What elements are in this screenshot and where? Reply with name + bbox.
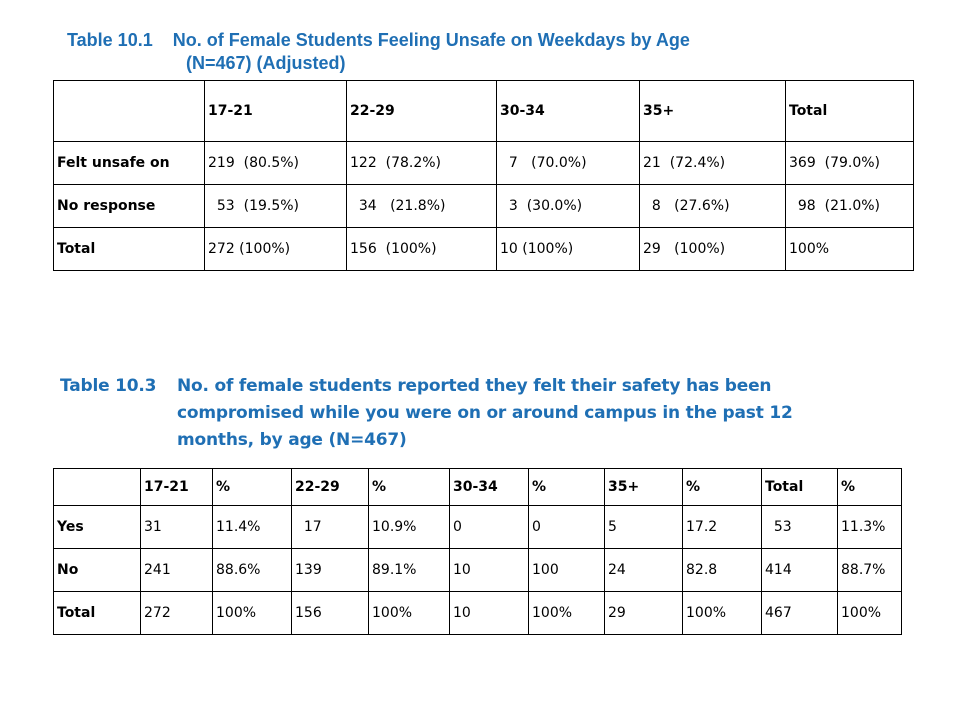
table3-header-row: 17-21 % 22-29 % 30-34 % 35+ % Total % <box>53 468 902 506</box>
table1-header-cell: 35+ <box>639 80 786 142</box>
table3-title-line1: No. of female students reported they fel… <box>177 376 772 396</box>
table1-header-cell: 17-21 <box>204 80 347 142</box>
table3-cell: 414 <box>761 548 838 592</box>
table3-cell: 100% <box>368 591 450 635</box>
table3-title-label: Table 10.3 <box>60 376 157 396</box>
table1-title-line2: (N=467) (Adjusted) <box>186 53 346 73</box>
table1-cell: 34 (21.8%) <box>346 184 497 228</box>
table1-title-line1: Table 10.1 No. of Female Students Feelin… <box>67 30 690 50</box>
table3-cell: 5 <box>604 505 683 549</box>
table3-cell: 88.7% <box>837 548 902 592</box>
table3-title: Table 10.3 No. of female students reporte… <box>60 373 793 454</box>
table3-cell: 88.6% <box>212 548 292 592</box>
table1-row-label: No response <box>53 184 205 228</box>
table3: 17-21 % 22-29 % 30-34 % 35+ % Total % Ye… <box>53 468 902 635</box>
table3-header-cell: % <box>368 468 450 506</box>
table3-cell: 24 <box>604 548 683 592</box>
table-row: Yes 31 11.4% 17 10.9% 0 0 5 17.2 53 11.3… <box>53 505 902 549</box>
table3-cell: 100% <box>682 591 762 635</box>
table1-cell: 122 (78.2%) <box>346 141 497 185</box>
table3-cell: 272 <box>140 591 213 635</box>
table3-row-label: Total <box>53 591 141 635</box>
table1-cell: 29 (100%) <box>639 227 786 271</box>
table3-header-cell: 17-21 <box>140 468 213 506</box>
table3-cell: 29 <box>604 591 683 635</box>
table3-cell: 100% <box>528 591 605 635</box>
table3-cell: 17 <box>291 505 369 549</box>
table3-cell: 139 <box>291 548 369 592</box>
table3-cell: 0 <box>449 505 529 549</box>
table-row: Total 272 (100%) 156 (100%) 10 (100%) 29… <box>53 227 914 271</box>
table3-header-cell: % <box>682 468 762 506</box>
table1-cell: 100% <box>785 227 914 271</box>
table1-cell: 10 (100%) <box>496 227 640 271</box>
table-row: No 241 88.6% 139 89.1% 10 100 24 82.8 41… <box>53 548 902 592</box>
table3-row-label: Yes <box>53 505 141 549</box>
table3-cell: 11.3% <box>837 505 902 549</box>
table1-row-label: Total <box>53 227 205 271</box>
table1-cell: 156 (100%) <box>346 227 497 271</box>
table3-cell: 11.4% <box>212 505 292 549</box>
table1-cell: 8 (27.6%) <box>639 184 786 228</box>
table-row: Total 272 100% 156 100% 10 100% 29 100% … <box>53 591 902 635</box>
table3-cell: 10.9% <box>368 505 450 549</box>
table3-cell: 100% <box>837 591 902 635</box>
table1-cell: 272 (100%) <box>204 227 347 271</box>
table3-cell: 17.2 <box>682 505 762 549</box>
table3-header-cell: Total <box>761 468 838 506</box>
table3-cell: 10 <box>449 591 529 635</box>
table3-header-cell: 22-29 <box>291 468 369 506</box>
table1-header-cell: Total <box>785 80 914 142</box>
table1-header-cell: 30-34 <box>496 80 640 142</box>
table1-header-cell <box>53 80 205 142</box>
table1-title: Table 10.1 No. of Female Students Feelin… <box>67 29 690 75</box>
table3-cell: 156 <box>291 591 369 635</box>
table3-row-label: No <box>53 548 141 592</box>
table1-header-row: 17-21 22-29 30-34 35+ Total <box>53 80 914 142</box>
table1-row-label: Felt unsafe on <box>53 141 205 185</box>
table1-cell: 3 (30.0%) <box>496 184 640 228</box>
table3-header-cell: % <box>212 468 292 506</box>
table1-cell: 369 (79.0%) <box>785 141 914 185</box>
table3-title-line3: months, by age (N=467) <box>177 430 407 450</box>
table1-cell: 7 (70.0%) <box>496 141 640 185</box>
table-row: Felt unsafe on 219 (80.5%) 122 (78.2%) 7… <box>53 141 914 185</box>
table3-cell: 31 <box>140 505 213 549</box>
table3-cell: 89.1% <box>368 548 450 592</box>
table3-cell: 100 <box>528 548 605 592</box>
table1: 17-21 22-29 30-34 35+ Total Felt unsafe … <box>53 80 914 271</box>
table3-cell: 53 <box>761 505 838 549</box>
table3-cell: 10 <box>449 548 529 592</box>
table3-header-cell: 30-34 <box>449 468 529 506</box>
table3-header-cell: % <box>837 468 902 506</box>
table1-cell: 98 (21.0%) <box>785 184 914 228</box>
table3-cell: 0 <box>528 505 605 549</box>
table3-title-line2: compromised while you were on or around … <box>177 403 793 423</box>
table-row: No response 53 (19.5%) 34 (21.8%) 3 (30.… <box>53 184 914 228</box>
table3-cell: 467 <box>761 591 838 635</box>
table1-cell: 219 (80.5%) <box>204 141 347 185</box>
table1-header-cell: 22-29 <box>346 80 497 142</box>
table1-cell: 21 (72.4%) <box>639 141 786 185</box>
table3-cell: 82.8 <box>682 548 762 592</box>
table3-header-cell <box>53 468 141 506</box>
table3-cell: 241 <box>140 548 213 592</box>
table3-header-cell: % <box>528 468 605 506</box>
table3-cell: 100% <box>212 591 292 635</box>
table1-cell: 53 (19.5%) <box>204 184 347 228</box>
table3-header-cell: 35+ <box>604 468 683 506</box>
